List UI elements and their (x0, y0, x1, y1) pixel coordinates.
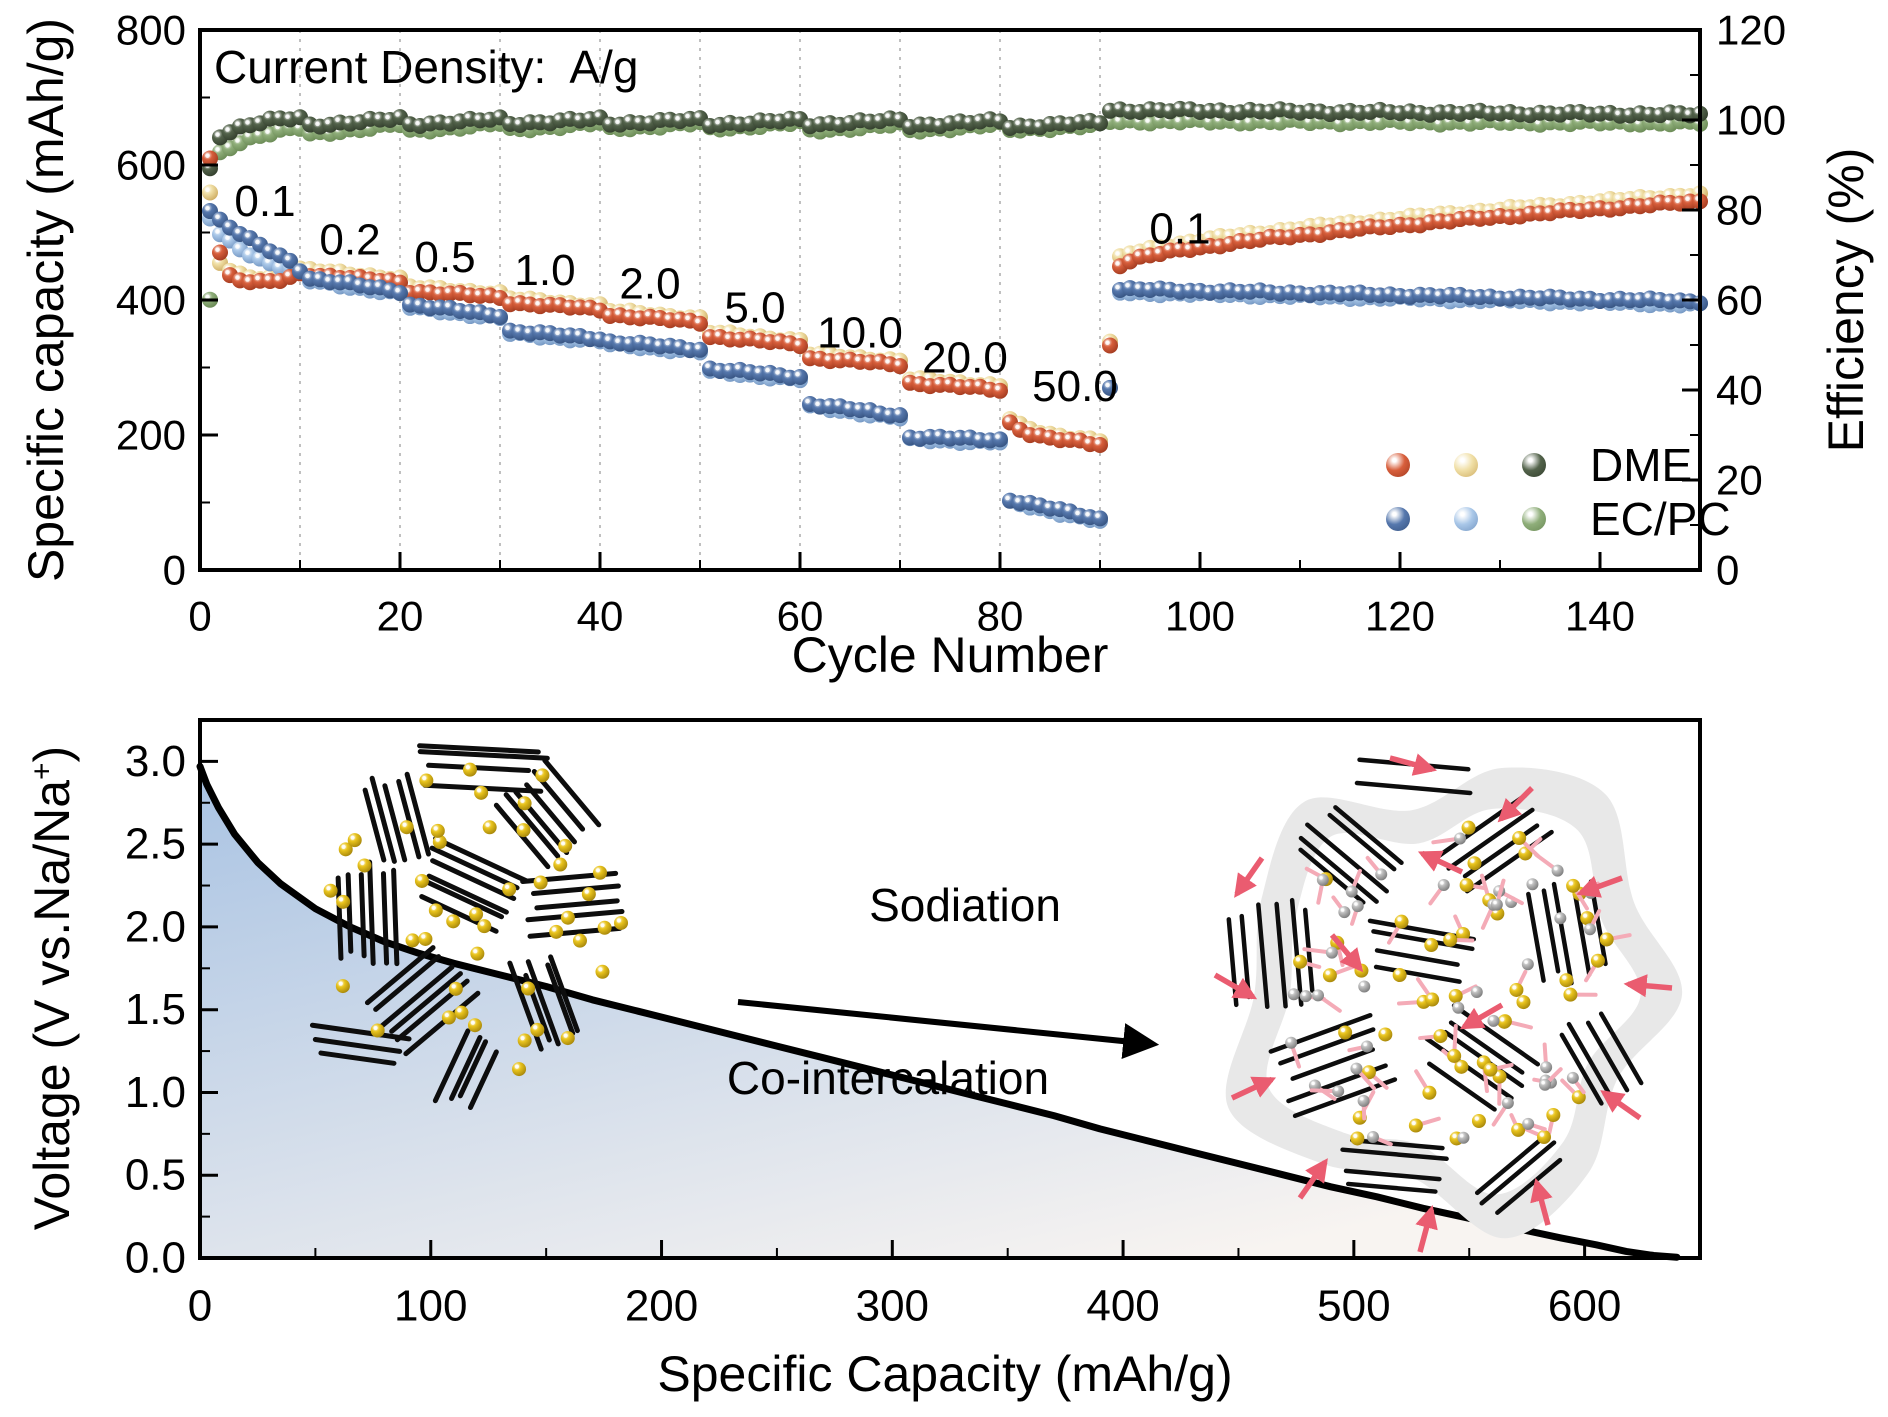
ion-flux-arrow (1600, 1090, 1642, 1121)
tick-label: 80 (977, 593, 1024, 640)
legend-label: EC/PC (1590, 493, 1731, 545)
rate-label: 10.0 (817, 309, 903, 358)
ion-flux-arrow (1623, 974, 1673, 998)
specific-capacity-axis-title: Specific capacity (mAh/g) (18, 17, 74, 583)
sodiation-arrow (737, 999, 1160, 1060)
legend-marker-ltblue (1454, 507, 1478, 531)
legend: DME EC/PC (1386, 438, 1731, 546)
tick-label: 600 (116, 142, 186, 189)
top-chart-axes: 0 20 40 60 80 100 120 140 0 200 400 600 800 0 20 40 60 80… (116, 7, 1786, 640)
tick-label: 400 (1086, 1282, 1159, 1331)
tick-label: 200 (625, 1282, 698, 1331)
series-ecpc-discharge-capacity (202, 203, 1708, 527)
legend-marker-dkgreen (1522, 453, 1546, 477)
bottom-chart-axes: 0 100 200 300 400 500 600 0.0 0.5 1.0 1.5 2.0 2.5 3.0 (125, 718, 1702, 1331)
ion-flux-arrow (1417, 850, 1464, 875)
ion-flux-arrow (1389, 753, 1437, 776)
rate-label: 0.1 (1149, 205, 1210, 254)
ion-flux-arrow (1213, 972, 1258, 1000)
ion-flux-arrow (1329, 933, 1364, 973)
rate-capability-series (202, 100, 1708, 529)
tick-label: 20 (377, 593, 424, 640)
rate-label: 0.2 (319, 215, 380, 264)
tick-label: 0.5 (125, 1151, 186, 1200)
rate-label: 20.0 (922, 334, 1008, 383)
rate-labels: 0.1 0.2 0.5 1.0 2.0 5.0 10.0 20.0 50.0 0.1 (234, 177, 1210, 411)
tick-label: 800 (116, 7, 186, 54)
legend-marker-ltgreen (1522, 507, 1546, 531)
co-intercalation-label: Co-intercalation (726, 1052, 1050, 1104)
tick-label: 140 (1565, 593, 1635, 640)
tick-label: 200 (116, 412, 186, 459)
legend-marker-dkblue (1386, 507, 1410, 531)
ion-flux-arrow (1530, 1178, 1553, 1226)
rate-label: 0.5 (414, 233, 475, 282)
rate-label: 0.1 (234, 177, 295, 226)
tick-label: 0 (188, 1282, 212, 1331)
tick-label: 1.0 (125, 1068, 186, 1117)
tick-label: 3.0 (125, 737, 186, 786)
ion-flux-arrow (1230, 1076, 1277, 1101)
rate-label: 5.0 (724, 284, 785, 333)
bottom-x-axis-title: Specific Capacity (mAh/g) (657, 1346, 1233, 1402)
legend-marker-red (1386, 453, 1410, 477)
tick-label: 300 (856, 1282, 929, 1331)
tick-label: 0 (1716, 547, 1739, 594)
tick-label: 80 (1716, 187, 1763, 234)
tick-label: 1.5 (125, 985, 186, 1034)
ion-flux-arrow (1576, 875, 1623, 898)
ion-flux-arrow (1297, 1158, 1328, 1200)
tick-label: 0 (188, 593, 211, 640)
legend-row-ecpc: EC/PC (1386, 492, 1731, 546)
tick-label: 40 (577, 593, 624, 640)
efficiency-axis-title: Efficiency (%) (1818, 147, 1874, 453)
tick-label: 100 (1716, 97, 1786, 144)
left-graphite-illustration (309, 743, 629, 1111)
cycle-number-axis-title: Cycle Number (791, 627, 1109, 683)
right-graphite-illustration (1213, 753, 1683, 1253)
ion-flux-arrow (1415, 1205, 1438, 1253)
legend-marker-cream (1454, 453, 1478, 477)
current-density-annotation: Current Density: A/g (214, 41, 639, 93)
series-dme-efficiency (202, 100, 1708, 177)
tick-label: 500 (1317, 1282, 1390, 1331)
ion-flux-arrow (1234, 856, 1265, 898)
tick-label: 0.0 (125, 1234, 186, 1283)
rate-label: 2.0 (619, 259, 680, 308)
tick-label: 20 (1716, 457, 1763, 504)
ion-flux-arrow (1497, 786, 1534, 823)
tick-label: 120 (1716, 7, 1786, 54)
tick-label: 2.5 (125, 820, 186, 869)
tick-label: 40 (1716, 367, 1763, 414)
legend-label: DME (1590, 439, 1693, 491)
legend-row-dme: DME (1386, 438, 1731, 492)
sodiation-label: Sodiation (869, 879, 1061, 931)
tick-label: 60 (777, 593, 824, 640)
ion-flux-arrow (1459, 1002, 1504, 1030)
discharge-curve (196, 762, 1681, 1261)
rate-label: 1.0 (514, 246, 575, 295)
rate-label: 50.0 (1032, 362, 1118, 411)
tick-label: 2.0 (125, 902, 186, 951)
tick-label: 600 (1548, 1282, 1621, 1331)
voltage-axis-title: Voltage (V vs.Na/Na+) (24, 745, 80, 1231)
tick-label: 0 (163, 547, 186, 594)
tick-label: 120 (1365, 593, 1435, 640)
tick-label: 400 (116, 277, 186, 324)
tick-label: 100 (1165, 593, 1235, 640)
tick-label: 60 (1716, 277, 1763, 324)
tick-label: 100 (394, 1282, 467, 1331)
